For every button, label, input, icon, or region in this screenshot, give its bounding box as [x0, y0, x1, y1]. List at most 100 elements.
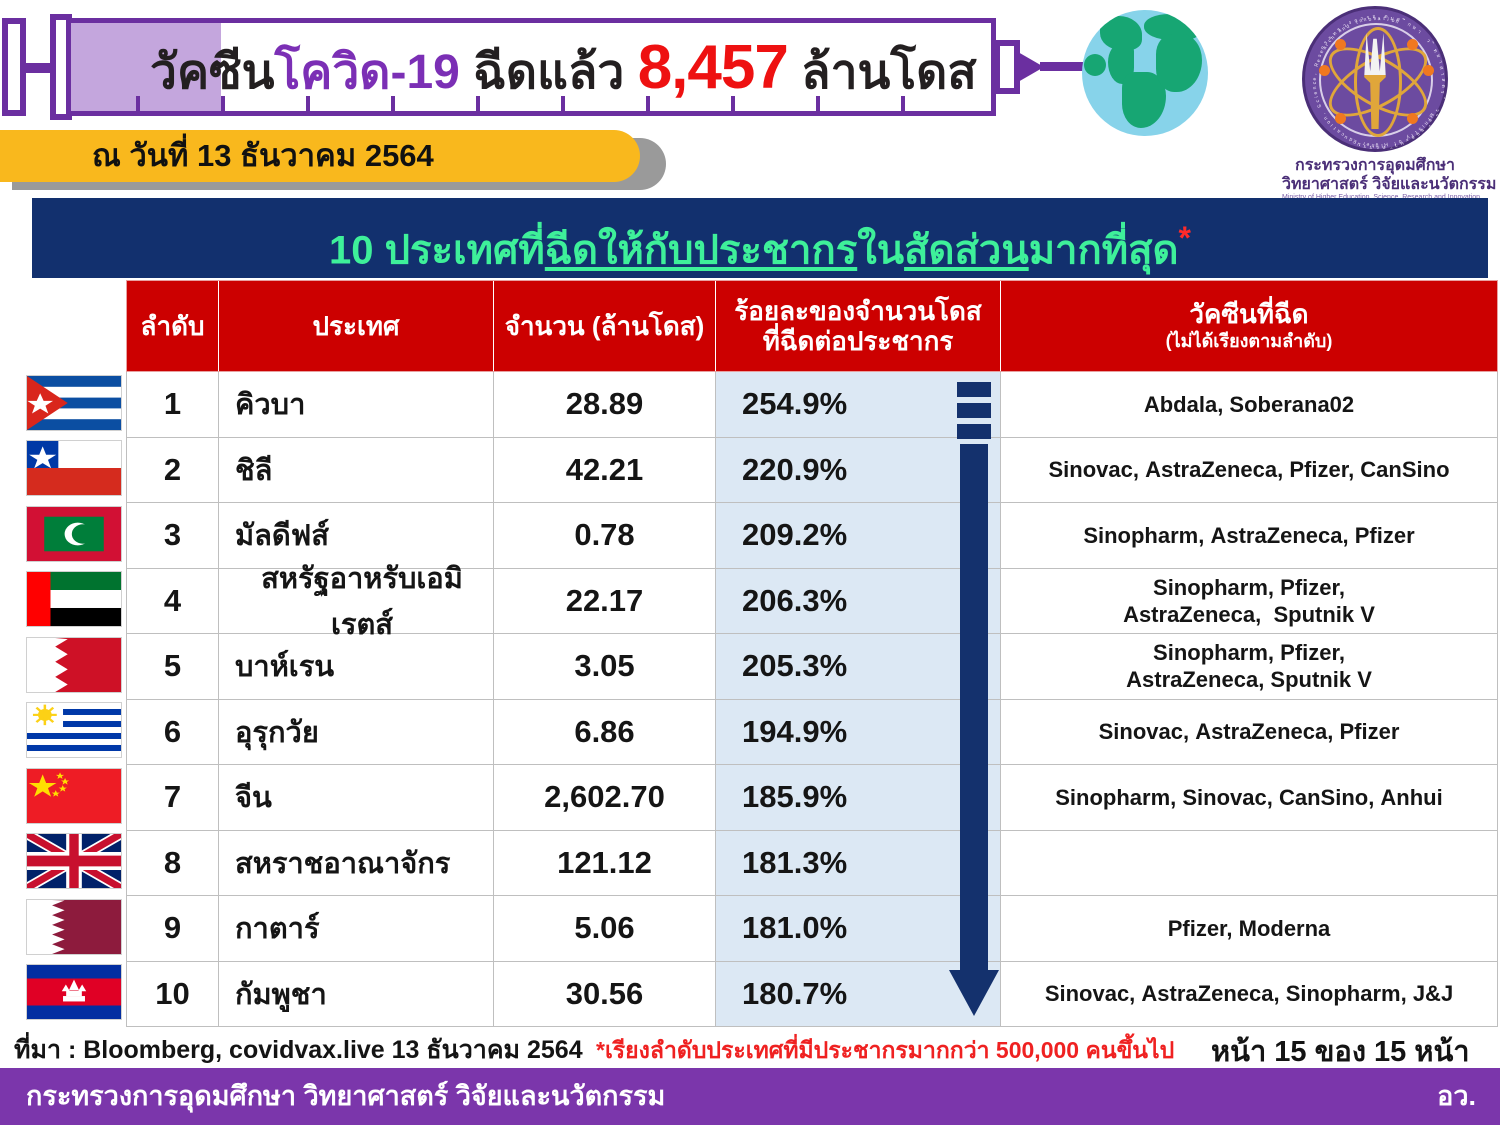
- vaccines: Sinopharm, Pfizer, AstraZeneca, Sputnik V: [1126, 640, 1372, 693]
- table-row: 9 กาตาร์ 5.06 181.0% Pfizer, Moderna: [126, 896, 1498, 962]
- pct: 220.9%: [716, 437, 1001, 502]
- amount: 22.17: [494, 568, 716, 633]
- flag-cell: [22, 894, 126, 960]
- ministry-seal-icon: กระทรวงการอุดมศึกษา วิทยาศาสตร์ วิจัยและ…: [1302, 6, 1448, 152]
- banner-text-d: สัดส่วน: [904, 228, 1029, 273]
- rank: 2: [127, 437, 219, 502]
- amount: 6.86: [494, 699, 716, 764]
- cuba-flag: [26, 374, 122, 431]
- bottom-bar-abbrev: อว.: [1437, 1081, 1476, 1111]
- col-header-country: ประเทศ: [219, 281, 494, 371]
- amount: 3.05: [494, 634, 716, 699]
- table-row: 8 สหราชอาณาจักร 121.12 181.3%: [126, 830, 1498, 896]
- chile-flag: [26, 440, 122, 497]
- pct: 205.3%: [716, 634, 1001, 699]
- banner-text-a: 10 ประเทศที่: [329, 228, 545, 273]
- flag-cell: [22, 763, 126, 829]
- flag-cell: [22, 501, 126, 567]
- rank: 6: [127, 699, 219, 764]
- amount: 0.78: [494, 503, 716, 568]
- title-total-doses: 8,457: [637, 33, 789, 102]
- vaccines: Sinovac, AstraZeneca, Pfizer, CanSino: [1048, 457, 1450, 483]
- table-row: 3 มัลดีฟส์ 0.78 209.2% Sinopharm, AstraZenec…: [126, 503, 1498, 569]
- country: สหรัฐอาหรับเอมิเรตส์: [219, 563, 494, 641]
- col-header-percent-line1: ร้อยละของจำนวนโดส: [734, 296, 982, 326]
- page-number: หน้า 15 ของ 15 หน้า: [1211, 1036, 1470, 1068]
- vaccines: Abdala, Soberana02: [1143, 391, 1355, 417]
- flag-cell: [22, 370, 126, 436]
- vaccines: Sinovac, AstraZeneca, Pfizer: [1098, 719, 1400, 745]
- rank: 3: [127, 503, 219, 568]
- banner-text-b: ฉีดให้กับประชากร: [544, 228, 858, 273]
- col-header-percent-line2: ที่ฉีดต่อประชากร: [762, 326, 954, 356]
- pct: 185.9%: [716, 765, 1001, 830]
- banner-text-c: ใน: [857, 228, 905, 273]
- rank: 8: [127, 830, 219, 895]
- banner-text-e: มากที่สุด: [1028, 228, 1179, 273]
- vaccines: [1001, 831, 1497, 896]
- country: กาตาร์: [219, 896, 494, 961]
- uruguay-flag: [26, 702, 122, 759]
- amount: 42.21: [494, 437, 716, 502]
- source-note: ที่มา : Bloomberg, covidvax.live 13 ธันว…: [14, 1036, 583, 1064]
- col-header-vaccine-line1: วัคซีนที่ฉีด: [1189, 299, 1309, 329]
- table-header-row: ลำดับ ประเทศ จำนวน (ล้านโดส) ร้อยละของจำ…: [126, 280, 1498, 372]
- globe-icon: [1082, 10, 1208, 136]
- vaccines: Sinovac, AstraZeneca, Sinopharm, J&J: [1044, 981, 1454, 1007]
- pct: 181.3%: [716, 830, 1001, 895]
- table-row: 10 กัมพูชา 30.56 180.7% Sinovac, AstraZeneca…: [126, 961, 1498, 1027]
- amount: 121.12: [494, 830, 716, 895]
- banner-title: 10 ประเทศที่ฉีดให้กับประชากรในสัดส่วนมาก…: [32, 198, 1488, 278]
- vaccines: Sinopharm, AstraZeneca, Pfizer: [1083, 522, 1415, 548]
- rank: 5: [127, 634, 219, 699]
- pct: 194.9%: [716, 699, 1001, 764]
- amount: 2,602.70: [494, 765, 716, 830]
- rank: 1: [127, 372, 219, 437]
- table-body: 1 คิวบา 28.89 254.9% Abdala, Soberana02 2 ชิลี…: [126, 372, 1498, 1027]
- pct: 206.3%: [716, 568, 1001, 633]
- uae-flag: [26, 571, 122, 628]
- flag-cell: [22, 632, 126, 698]
- rank: 7: [127, 765, 219, 830]
- vaccines: Sinopharm, Sinovac, CanSino, Anhui: [1055, 784, 1443, 810]
- title-part-4: ล้านโดส: [787, 46, 977, 99]
- ministry-name-line2: วิทยาศาสตร์ วิจัยและนวัตกรรม: [1282, 176, 1497, 193]
- pct: 209.2%: [716, 503, 1001, 568]
- country: คิวบา: [219, 372, 494, 437]
- qatar-flag: [26, 898, 122, 955]
- amount: 28.89: [494, 372, 716, 437]
- pct: 254.9%: [716, 372, 1001, 437]
- footnote: *เรียงลำดับประเทศที่มีประชากรมากกว่า 500…: [596, 1037, 1175, 1063]
- flag-cell: [22, 567, 126, 633]
- bottom-bar-ministry: กระทรวงการอุดมศึกษา วิทยาศาสตร์ วิจัยและ…: [26, 1081, 666, 1111]
- col-header-rank: ลำดับ: [127, 281, 219, 371]
- country: ชิลี: [219, 437, 494, 502]
- col-header-vaccine-line2: (ไม่ได้เรียงตามลำดับ): [1165, 331, 1333, 351]
- table-row: 7 จีน 2,602.70 185.9% Sinopharm, Sinovac, Ca…: [126, 765, 1498, 831]
- bahrain-flag: [26, 636, 122, 693]
- country: มัลดีฟส์: [219, 503, 494, 568]
- uk-flag: [26, 833, 122, 890]
- col-header-percent: ร้อยละของจำนวนโดส ที่ฉีดต่อประชากร: [716, 281, 1001, 371]
- page-header: วัคซีนโควิด-19 ฉีดแล้ว 8,457 ล้านโดส ณ ว…: [0, 0, 1500, 201]
- ranking-table: ลำดับ ประเทศ จำนวน (ล้านโดส) ร้อยละของจำ…: [126, 280, 1498, 1027]
- table-row: 4 สหรัฐอาหรับเอมิเรตส์ 22.17 206.3% Sinophar…: [126, 563, 1498, 641]
- rank: 4: [127, 568, 219, 633]
- table-row: 5 บาห์เรน 3.05 205.3% Sinopharm, Pfizer, Astr…: [126, 634, 1498, 700]
- country: สหราชอาณาจักร: [219, 830, 494, 895]
- vaccines: Sinopharm, Pfizer, AstraZeneca, Sputnik V: [1123, 574, 1375, 627]
- section-banner: 10 ประเทศที่ฉีดให้กับประชากรในสัดส่วนมาก…: [32, 198, 1488, 278]
- table-row: 1 คิวบา 28.89 254.9% Abdala, Soberana02: [126, 372, 1498, 438]
- ministry-name-line1: กระทรวงการอุดมศึกษา: [1295, 157, 1455, 174]
- ministry-logo: กระทรวงการอุดมศึกษา วิทยาศาสตร์ วิจัยและ…: [1282, 6, 1497, 201]
- amount: 30.56: [494, 961, 716, 1026]
- title-part-2: โควิด-19: [274, 46, 460, 99]
- title-part-1: วัคซีน: [150, 46, 275, 99]
- rank: 10: [127, 961, 219, 1026]
- flag-column: [22, 370, 126, 1025]
- country: บาห์เรน: [219, 634, 494, 699]
- col-header-vaccine: วัคซีนที่ฉีด (ไม่ได้เรียงตามลำดับ): [1001, 281, 1497, 371]
- banner-asterisk: *: [1178, 220, 1191, 256]
